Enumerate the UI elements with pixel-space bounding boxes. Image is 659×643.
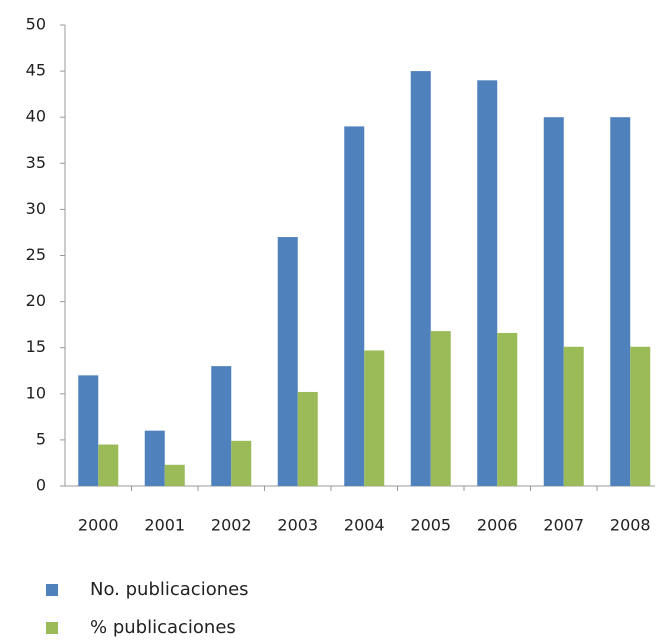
y-tick-label: 10 xyxy=(26,383,46,402)
x-tick-label: 2005 xyxy=(410,516,451,535)
y-tick-label: 20 xyxy=(26,291,46,310)
x-tick-label: 2007 xyxy=(543,516,584,535)
y-tick-label: 15 xyxy=(26,337,46,356)
y-tick-label: 0 xyxy=(36,476,46,495)
legend-label: % publicaciones xyxy=(90,617,236,638)
legend-swatch xyxy=(46,622,58,634)
x-tick-label: 2002 xyxy=(211,516,252,535)
bar xyxy=(144,430,165,486)
bar xyxy=(78,375,99,486)
bar xyxy=(164,464,185,486)
bar xyxy=(344,126,365,487)
legend-label: No. publicaciones xyxy=(90,579,249,600)
bar xyxy=(497,332,518,486)
bar xyxy=(563,346,584,486)
y-tick-label: 45 xyxy=(26,61,46,80)
y-tick-label: 40 xyxy=(26,107,46,126)
bar xyxy=(297,391,318,486)
bar xyxy=(477,80,498,486)
bar xyxy=(630,346,651,486)
x-tick-label: 2003 xyxy=(277,516,318,535)
x-tick-label: 2001 xyxy=(144,516,185,535)
bar xyxy=(231,440,252,486)
bar xyxy=(98,444,119,486)
bar xyxy=(610,117,631,486)
y-tick-label: 25 xyxy=(26,245,46,264)
bar xyxy=(543,117,564,486)
x-tick-label: 2008 xyxy=(610,516,651,535)
bar xyxy=(410,71,431,486)
x-tick-label: 2000 xyxy=(78,516,119,535)
y-tick-label: 5 xyxy=(36,429,46,448)
bar xyxy=(277,237,298,486)
y-tick-label: 50 xyxy=(26,15,46,34)
bar xyxy=(211,366,232,486)
y-tick-label: 35 xyxy=(26,153,46,172)
bar xyxy=(364,350,385,486)
legend-swatch xyxy=(46,584,58,596)
y-tick-label: 30 xyxy=(26,199,46,218)
x-tick-label: 2004 xyxy=(344,516,385,535)
bar xyxy=(430,331,451,486)
x-tick-label: 2006 xyxy=(477,516,518,535)
